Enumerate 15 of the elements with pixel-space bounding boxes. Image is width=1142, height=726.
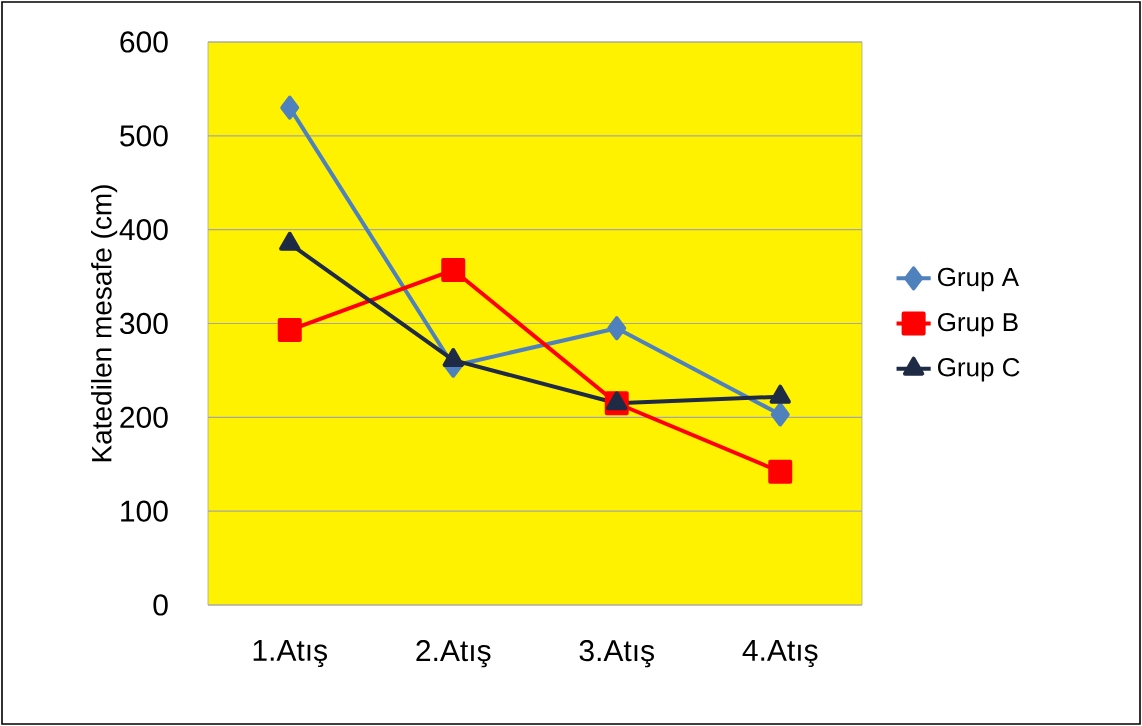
y-tick-label: 200 [120, 406, 168, 428]
y-axis-title: Katedilen mesafe (cm) [91, 185, 118, 462]
x-tick-label: 1.Atış [253, 640, 328, 668]
y-tick-label: 100 [121, 500, 168, 522]
y-tick-label: 400 [119, 219, 168, 241]
x-tick-label: 2.Atış [416, 640, 491, 668]
y-tick-label: 500 [120, 125, 168, 147]
x-tick-label: 4.Atış [742, 640, 818, 668]
legend-label: Grup B [938, 312, 1018, 337]
legend-label: Grup A [938, 267, 1019, 292]
y-tick-label: 600 [120, 31, 168, 53]
y-tick-label: 0 [153, 594, 168, 616]
y-tick-label: 300 [120, 312, 168, 335]
legend-label: Grup C [938, 358, 1020, 382]
x-tick-label: 3.Atış [579, 640, 654, 668]
